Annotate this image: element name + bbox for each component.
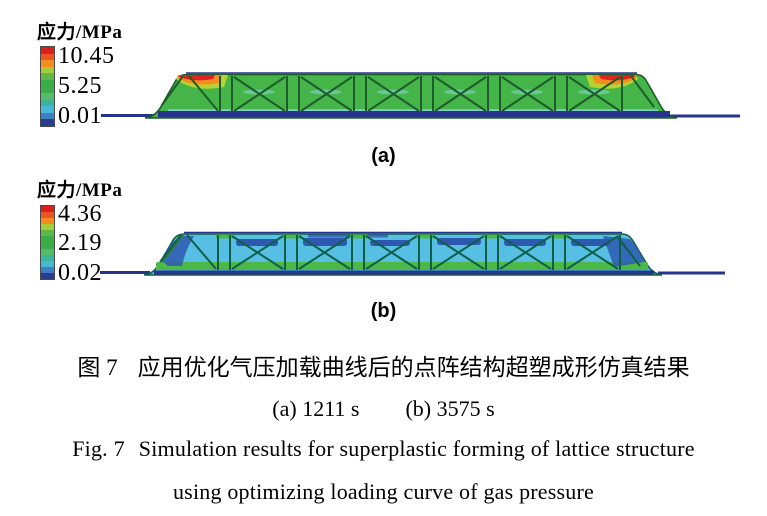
colorbar-b <box>40 205 55 280</box>
caption-en-text: Simulation results for superplastic form… <box>138 436 695 461</box>
scale-min-a: 0.01 <box>58 103 102 129</box>
caption-time-b: (b) 3575 s <box>405 396 495 421</box>
contour-plot-a <box>101 72 740 119</box>
caption-en-fig-number: Fig. 7 <box>72 436 125 461</box>
slope-member-b <box>161 234 184 263</box>
caption-en-text2: using optimizing loading curve of gas pr… <box>172 479 594 504</box>
bottom-navy-band-b <box>154 270 654 275</box>
scale-mid-b: 2.19 <box>58 230 102 256</box>
truss-webs-b <box>159 234 641 270</box>
colorbar-a <box>40 46 55 127</box>
green-band-b <box>156 262 648 270</box>
caption-zh-fig-number: 图 7 <box>77 355 118 380</box>
hotspot-left-a <box>176 75 228 89</box>
scale-max-a: 10.45 <box>58 43 115 69</box>
legend-title-a: 应力/MPa <box>37 22 123 43</box>
contour-plot-b <box>100 231 725 276</box>
bottom-cyan-streak-a <box>168 109 658 112</box>
scale-min-b: 0.02 <box>58 260 102 286</box>
panel-label-a: (a) <box>371 145 396 167</box>
bottom-navy-band-a <box>158 111 670 118</box>
panel-label-b: (b) <box>370 300 397 322</box>
caption-zh-text: 应用优化气压加载曲线后的点阵结构超塑成形仿真结果 <box>137 355 690 380</box>
caption-zh: 图 7 应用优化气压加载曲线后的点阵结构超塑成形仿真结果 <box>0 348 767 382</box>
legend-title-b: 应力/MPa <box>37 180 123 201</box>
scale-mid-a: 5.25 <box>58 73 102 99</box>
truss-webs-a <box>161 75 655 112</box>
caption-subfigure-times: (a) 1211 s (b) 3575 s <box>0 396 767 422</box>
sheet-flanges-a <box>101 114 740 118</box>
caption-en-line2: using optimizing loading curve of gas pr… <box>0 479 767 505</box>
cyan-streaks-a <box>243 89 610 95</box>
caption-time-a: (a) 1211 s <box>272 396 360 421</box>
sheet-flanges-b <box>100 271 725 275</box>
scale-max-b: 4.36 <box>58 201 102 227</box>
caption-en-line1: Fig. 7 Simulation results for superplast… <box>0 436 767 462</box>
